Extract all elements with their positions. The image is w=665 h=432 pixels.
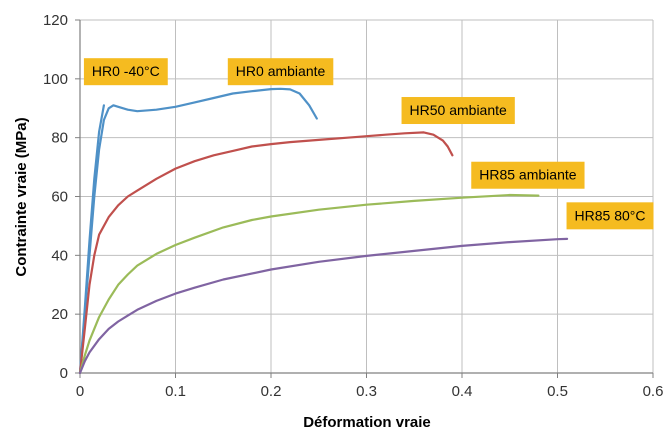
annotation-text: HR85 80°C [575, 207, 646, 223]
annotation-label: HR0 -40°C [83, 58, 168, 86]
series-line-hr85-80-c [78, 237, 569, 375]
annotation-box [471, 161, 585, 189]
annotation-label: HR50 ambiante [401, 97, 515, 125]
annotation-text: HR50 ambiante [410, 102, 507, 118]
y-tick-label: 120 [43, 12, 68, 29]
annotation-box [566, 202, 654, 230]
annotation-label: HR85 80°C [566, 202, 654, 230]
annotation-label: HR85 ambiante [471, 161, 585, 189]
x-tick-label: 0.2 [261, 383, 282, 400]
series-line-hr85-ambiante [78, 193, 540, 375]
y-tick-label: 80 [51, 130, 68, 147]
y-axis-title: Contrainte vraie (MPa) [13, 117, 30, 276]
x-tick-label: 0.3 [356, 383, 377, 400]
annotation-box [401, 97, 515, 125]
grid [80, 19, 654, 373]
annotation-text: HR0 -40°C [92, 63, 160, 79]
x-tick-label: 0.6 [643, 383, 664, 400]
annotation-text: HR0 ambiante [236, 63, 326, 79]
annotation-box [227, 58, 334, 86]
x-tick-label: 0.4 [452, 383, 473, 400]
series-line-hr0-ambiante [78, 87, 318, 375]
series-lines [78, 87, 569, 375]
annotation-text: HR85 ambiante [479, 167, 576, 183]
annotation-box [83, 58, 168, 86]
series-line-hr50-ambiante [78, 131, 454, 375]
tick-labels: 0 20 40 60 80 100 120 0 0.1 0.2 0.3 0.4 0.5 0.6 [43, 12, 663, 400]
y-tick-label: 60 [51, 189, 68, 206]
y-tick-label: 0 [60, 365, 68, 382]
x-axis-title: Déformation vraie [303, 414, 431, 431]
axes [75, 19, 654, 378]
annotation-label: HR0 ambiante [227, 58, 334, 86]
y-tick-label: 100 [43, 71, 68, 88]
x-tick-label: 0.5 [547, 383, 568, 400]
annotations: HR0 -40°C HR0 ambiante HR50 ambiante HR85 a… [83, 58, 654, 230]
y-tick-label: 20 [51, 306, 68, 323]
x-tick-label: 0.1 [165, 383, 186, 400]
x-tick-label: 0 [76, 383, 84, 400]
y-tick-label: 40 [51, 247, 68, 264]
